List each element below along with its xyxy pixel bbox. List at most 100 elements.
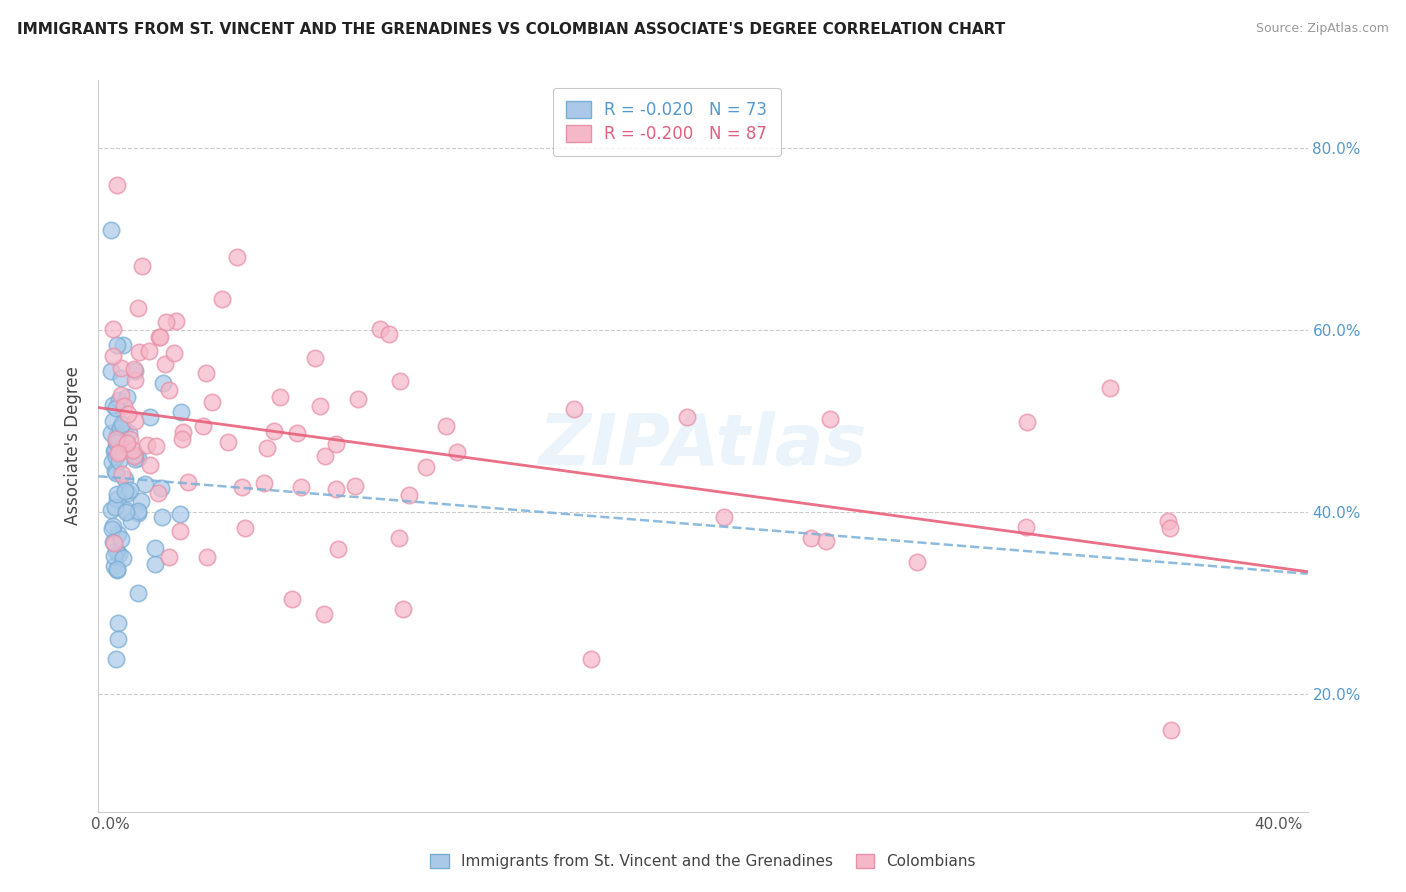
Point — [814, 534, 837, 549]
Point — [101, 398, 124, 412]
Point — [110, 361, 132, 376]
Point — [217, 434, 239, 449]
Point — [1015, 415, 1038, 429]
Point — [131, 494, 153, 508]
Point — [139, 458, 162, 472]
Point — [110, 533, 132, 547]
Y-axis label: Associate's Degree: Associate's Degree — [65, 367, 83, 525]
Point — [117, 407, 139, 421]
Point — [343, 479, 366, 493]
Point — [110, 370, 132, 384]
Point — [177, 475, 200, 489]
Point — [103, 349, 125, 363]
Point — [211, 292, 233, 306]
Point — [111, 467, 134, 482]
Point — [314, 607, 336, 621]
Point — [100, 455, 122, 469]
Point — [581, 652, 603, 666]
Point — [104, 500, 127, 515]
Point — [165, 314, 187, 328]
Point — [169, 507, 191, 521]
Point — [104, 544, 127, 558]
Point — [120, 514, 142, 528]
Point — [152, 376, 174, 390]
Point — [820, 412, 842, 426]
Point — [446, 444, 468, 458]
Point — [146, 485, 169, 500]
Point — [104, 464, 127, 478]
Point — [105, 432, 128, 446]
Point — [103, 444, 125, 458]
Point — [107, 616, 129, 631]
Point — [103, 536, 125, 550]
Point — [143, 541, 166, 555]
Point — [905, 555, 928, 569]
Point — [304, 351, 326, 365]
Point — [135, 438, 157, 452]
Point — [263, 424, 285, 438]
Point — [370, 322, 392, 336]
Point — [107, 563, 129, 577]
Point — [107, 392, 129, 407]
Point — [115, 505, 138, 519]
Point — [112, 422, 135, 436]
Point — [128, 345, 150, 359]
Point — [200, 395, 222, 409]
Point — [115, 503, 138, 517]
Point — [105, 466, 128, 480]
Point — [675, 409, 697, 424]
Point — [118, 425, 141, 440]
Point — [114, 442, 136, 457]
Point — [391, 601, 413, 615]
Point — [155, 357, 177, 371]
Point — [388, 532, 411, 546]
Point — [111, 417, 134, 431]
Point — [150, 510, 173, 524]
Text: Source: ZipAtlas.com: Source: ZipAtlas.com — [1256, 22, 1389, 36]
Point — [105, 486, 128, 500]
Point — [388, 374, 411, 388]
Point — [157, 550, 180, 565]
Point — [143, 557, 166, 571]
Point — [713, 510, 735, 524]
Point — [155, 315, 177, 329]
Point — [107, 527, 129, 541]
Legend: R = -0.020   N = 73, R = -0.200   N = 87: R = -0.020 N = 73, R = -0.200 N = 87 — [553, 87, 780, 156]
Legend: Immigrants from St. Vincent and the Grenadines, Colombians: Immigrants from St. Vincent and the Gren… — [425, 848, 981, 875]
Point — [162, 346, 184, 360]
Point — [281, 591, 304, 606]
Point — [112, 399, 135, 413]
Point — [114, 484, 136, 499]
Point — [122, 443, 145, 458]
Point — [101, 518, 124, 533]
Point — [124, 414, 146, 428]
Text: IMMIGRANTS FROM ST. VINCENT AND THE GRENADINES VS COLOMBIAN ASSOCIATE'S DEGREE C: IMMIGRANTS FROM ST. VINCENT AND THE GREN… — [17, 22, 1005, 37]
Point — [110, 388, 132, 402]
Point — [107, 632, 129, 646]
Point — [105, 435, 128, 450]
Point — [325, 482, 347, 496]
Point — [253, 475, 276, 490]
Point — [101, 535, 124, 549]
Point — [434, 419, 457, 434]
Point — [105, 562, 128, 576]
Point — [197, 550, 219, 565]
Point — [120, 432, 142, 446]
Point — [100, 503, 122, 517]
Point — [101, 522, 124, 536]
Point — [562, 402, 585, 417]
Point — [131, 259, 153, 273]
Point — [111, 551, 134, 566]
Point — [127, 506, 149, 520]
Point — [103, 558, 125, 573]
Point — [145, 439, 167, 453]
Point — [346, 392, 368, 406]
Point — [108, 547, 131, 561]
Point — [314, 449, 336, 463]
Point — [100, 223, 122, 237]
Point — [377, 326, 399, 341]
Point — [290, 479, 312, 493]
Point — [127, 586, 149, 600]
Point — [195, 366, 218, 380]
Point — [308, 400, 330, 414]
